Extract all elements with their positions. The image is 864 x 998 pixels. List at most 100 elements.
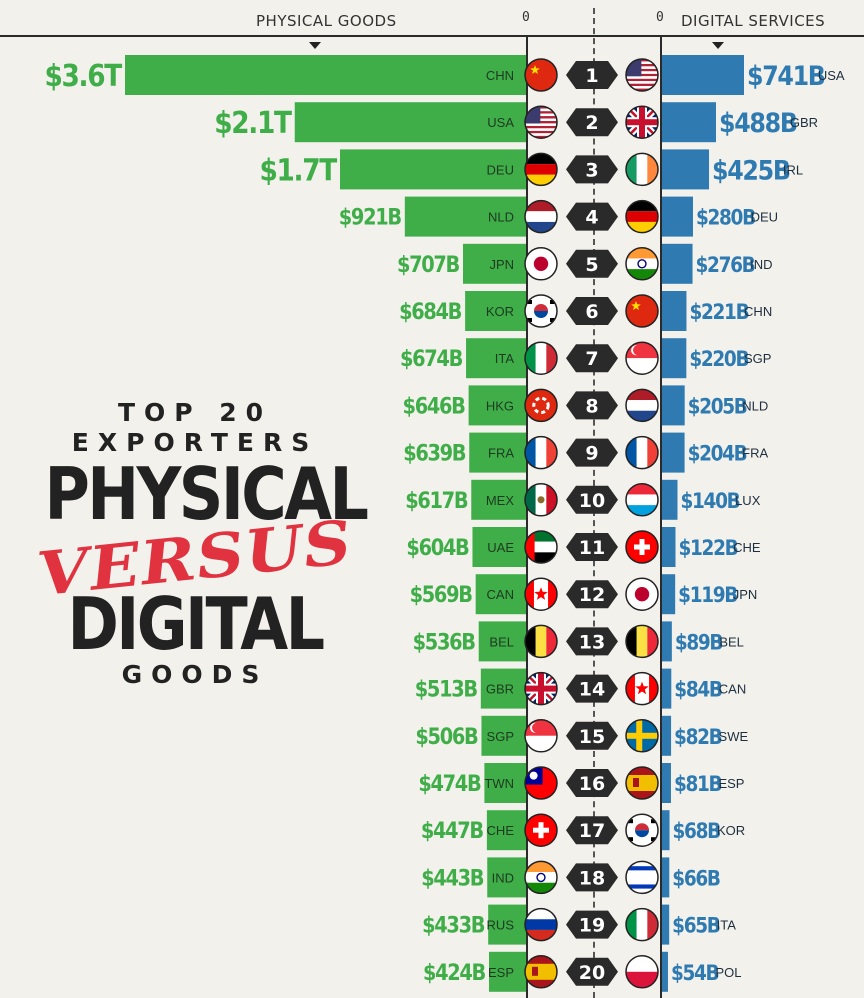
digital-value-label: $119B xyxy=(678,583,737,607)
digital-bar xyxy=(662,243,693,284)
physical-value-label: $617B xyxy=(405,488,468,513)
digital-value-label: $84B xyxy=(674,677,722,701)
physical-value-label: $447B xyxy=(421,818,484,843)
physical-country-label: USA xyxy=(487,115,514,130)
digital-country-label: USA xyxy=(818,68,845,83)
physical-value-label: $1.7T xyxy=(259,153,338,188)
rank-badge-shape xyxy=(566,438,618,467)
digital-country-label: GBR xyxy=(790,115,818,130)
digital-country-label: KOR xyxy=(717,823,745,838)
physical-value-label: $684B xyxy=(399,299,462,324)
physical-country-label: KOR xyxy=(486,304,514,319)
rank-number: 13 xyxy=(579,631,605,653)
physical-country-label: UAE xyxy=(487,540,514,555)
physical-country-label: ITA xyxy=(495,351,515,366)
rank-badge-shape xyxy=(566,863,618,892)
digital-value-label: $89B xyxy=(675,630,723,654)
digital-value-label: $221B xyxy=(689,300,748,324)
flag-us-icon xyxy=(625,58,659,92)
rank-badge: 19 xyxy=(566,910,618,939)
rank-number: 4 xyxy=(585,207,598,229)
physical-bar xyxy=(469,432,526,473)
rank-badge-shape xyxy=(566,344,618,373)
physical-zero-axis xyxy=(526,37,528,998)
flag-gb-icon xyxy=(524,671,558,706)
digital-bar xyxy=(662,291,687,331)
rank-number: 17 xyxy=(579,820,605,842)
flag-ie-icon xyxy=(625,152,659,187)
flag-cn-icon xyxy=(524,58,558,92)
physical-country-label: TWN xyxy=(484,776,514,791)
digital-country-label: IND xyxy=(750,257,772,272)
physical-bar xyxy=(484,763,526,803)
rank-badge-shape xyxy=(566,674,618,703)
physical-zero-label: 0 xyxy=(522,10,530,25)
flag-jp-icon xyxy=(524,247,558,281)
digital-services-header: DIGITAL SERVICES xyxy=(681,12,826,30)
digital-country-label: IRL xyxy=(783,162,803,177)
physical-country-label: CAN xyxy=(487,587,514,602)
physical-value-label: $3.6T xyxy=(44,58,123,93)
flag-de-icon xyxy=(524,152,558,187)
physical-value-label: $2.1T xyxy=(214,106,293,141)
rank-number: 14 xyxy=(579,679,605,701)
physical-bar xyxy=(466,338,526,379)
digital-country-label: DEU xyxy=(751,210,778,225)
flag-ch-icon xyxy=(625,530,659,564)
flag-tw-icon xyxy=(524,766,558,800)
digital-country-label: SGP xyxy=(744,351,771,366)
digital-bar xyxy=(662,149,710,190)
physical-bar xyxy=(487,857,526,898)
flag-be-icon xyxy=(625,624,659,659)
digital-value-label: $220B xyxy=(689,347,748,371)
rank-badge-shape xyxy=(566,533,618,561)
flag-il-icon xyxy=(625,860,659,895)
physical-country-label: BEL xyxy=(489,634,514,649)
flag-nl-icon xyxy=(625,388,659,423)
digital-zero-label: 0 xyxy=(656,10,664,25)
digital-country-label: CAN xyxy=(719,682,746,697)
digital-value-label: $82B xyxy=(674,725,722,749)
physical-country-label: RUS xyxy=(487,918,515,933)
digital-value-label: $122B xyxy=(679,536,738,560)
flag-kr-icon xyxy=(625,813,659,847)
flag-jp-icon xyxy=(625,577,659,611)
physical-country-label: GBR xyxy=(486,682,514,697)
physical-bar xyxy=(125,55,526,95)
physical-value-label: $474B xyxy=(418,771,481,796)
digital-country-label: CHN xyxy=(744,304,772,319)
rank-badge-shape xyxy=(566,721,618,750)
digital-bar xyxy=(662,621,672,662)
digital-bar xyxy=(662,857,670,898)
physical-bar xyxy=(480,668,526,709)
title-physical: PHYSICAL xyxy=(44,452,369,536)
rank-badge: 17 xyxy=(566,816,618,845)
physical-bar xyxy=(468,385,526,426)
rank-badge-shape xyxy=(566,580,618,609)
flag-mx-icon xyxy=(524,483,558,517)
digital-value-label: $204B xyxy=(688,441,747,465)
digital-value-label: $140B xyxy=(680,489,739,513)
flag-ru-icon xyxy=(524,907,558,942)
digital-country-label: LUX xyxy=(735,493,761,508)
flag-kr-icon xyxy=(524,294,558,328)
physical-bar xyxy=(471,479,526,520)
physical-country-label: FRA xyxy=(488,446,514,461)
flag-us-icon xyxy=(524,105,558,139)
title-line-goods: GOODS xyxy=(121,660,269,689)
physical-bar xyxy=(294,102,526,143)
physical-country-label: CHE xyxy=(487,823,515,838)
